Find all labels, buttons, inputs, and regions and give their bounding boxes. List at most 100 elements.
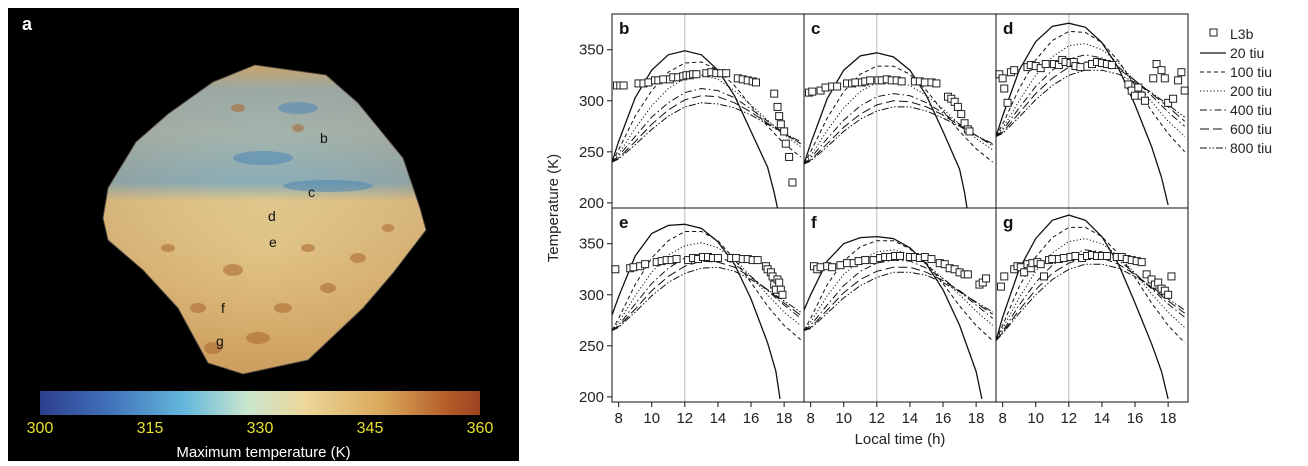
- model-line-tiu600: [804, 266, 993, 331]
- observed-point: [1137, 258, 1146, 267]
- model-line-tiu20: [804, 235, 983, 400]
- observed-point: [732, 254, 741, 263]
- observed-point: [641, 260, 650, 269]
- x-tick-label: 18: [776, 410, 793, 427]
- observed-point: [1041, 60, 1050, 69]
- observed-point: [778, 290, 787, 299]
- panel-label-e: e: [619, 213, 628, 232]
- model-line-tiu20: [612, 223, 781, 399]
- legend-label: 800 tiu: [1230, 140, 1272, 156]
- observed-point: [836, 261, 845, 270]
- x-tick-label: 10: [835, 410, 852, 427]
- observed-point: [1131, 91, 1140, 100]
- observed-point: [659, 75, 668, 84]
- observed-point: [869, 256, 878, 265]
- observed-point: [753, 256, 762, 265]
- x-tick-label: 16: [1127, 410, 1144, 427]
- legend-label: 200 tiu: [1230, 83, 1272, 99]
- observed-point: [785, 152, 794, 161]
- panel-f: f 8 10 12 14 16 18: [803, 207, 997, 427]
- y-tick-label: 200: [579, 389, 604, 406]
- observed-point: [1174, 76, 1183, 85]
- observed-point: [896, 251, 904, 260]
- model-curves: [612, 223, 802, 399]
- model-line-tiu20: [804, 52, 968, 208]
- observed-point: [619, 81, 628, 90]
- observed-point: [816, 263, 825, 272]
- observed-point: [828, 263, 837, 272]
- x-tick-label: 14: [902, 410, 919, 427]
- observed-point: [629, 263, 638, 272]
- panel-frame: [995, 207, 1189, 403]
- model-line-tiu200: [612, 74, 801, 163]
- model-line-tiu400: [996, 249, 1186, 341]
- model-line-tiu800: [996, 263, 1185, 342]
- panel-label-f: f: [811, 213, 817, 232]
- panel-label-b: b: [619, 19, 629, 38]
- legend-label: 600 tiu: [1230, 121, 1272, 137]
- observed-point: [1167, 272, 1176, 281]
- colorbar-tick: 315: [136, 420, 164, 437]
- asteroid-temperature-map: a b c d e f g 300 315 330 345 360 Maximu…: [8, 8, 519, 461]
- observed-point: [1102, 251, 1111, 260]
- y-tick-label: 250: [579, 338, 604, 355]
- spot-label-c: c: [308, 184, 315, 200]
- observed-point: [1142, 270, 1151, 279]
- observed-point: [1180, 86, 1189, 95]
- x-tick-label: 16: [743, 410, 760, 427]
- y-axis-title: Temperature (K): [545, 154, 562, 262]
- model-curves: [612, 50, 802, 208]
- observed-point: [1036, 64, 1045, 73]
- y-tick-label: 350: [579, 236, 604, 253]
- x-tick-label: 12: [676, 410, 693, 427]
- observed-point: [1036, 260, 1045, 269]
- observed-point: [776, 120, 785, 129]
- panel-c: c: [803, 13, 997, 209]
- y-tick-label: 250: [579, 144, 604, 161]
- panel-label-c: c: [811, 19, 820, 38]
- legend-marker-square: [1209, 28, 1218, 37]
- observed-point: [1003, 98, 1012, 107]
- observed-point: [1107, 61, 1116, 70]
- y-tick-label: 300: [579, 287, 604, 304]
- observed-point: [851, 78, 860, 87]
- model-line-tiu100: [996, 30, 1186, 153]
- observed-point: [1000, 84, 1009, 93]
- y-tick-label: 300: [579, 93, 604, 110]
- colorbar-tick: 345: [356, 420, 384, 437]
- observed-point: [1048, 255, 1057, 264]
- panel-b: b 200 250 300 350: [579, 13, 805, 212]
- panel-frame: [611, 13, 805, 209]
- x-axis-title: Local time (h): [855, 431, 946, 448]
- model-line-tiu800: [996, 69, 1185, 137]
- model-line-tiu800: [804, 271, 993, 331]
- observed-point: [1076, 63, 1085, 72]
- observed-point: [821, 83, 830, 92]
- observed-point: [1020, 268, 1029, 277]
- observed-point: [833, 82, 842, 91]
- observed-point: [940, 260, 949, 269]
- model-line-tiu100: [804, 65, 994, 165]
- observed-point: [781, 139, 790, 148]
- observed-point: [672, 255, 681, 264]
- model-line-tiu20: [612, 50, 779, 208]
- model-line-tiu800: [612, 266, 801, 331]
- colorbar-tick: 360: [466, 420, 494, 437]
- observed-point: [897, 77, 906, 86]
- observed-point: [982, 274, 991, 283]
- observed-point: [780, 127, 789, 136]
- model-line-tiu400: [612, 87, 801, 163]
- legend-label: L3b: [1230, 26, 1254, 42]
- observed-point: [1164, 98, 1173, 107]
- model-line-tiu100: [612, 61, 802, 163]
- observed-point: [963, 270, 972, 279]
- observed-point: [1157, 66, 1166, 75]
- observed-point: [1010, 66, 1019, 75]
- model-line-tiu20: [996, 22, 1169, 206]
- panel-frame: [611, 207, 805, 403]
- model-line-tiu600: [612, 95, 801, 163]
- model-line-tiu400: [804, 93, 993, 165]
- model-curves: [804, 52, 994, 208]
- model-curves: [804, 235, 994, 400]
